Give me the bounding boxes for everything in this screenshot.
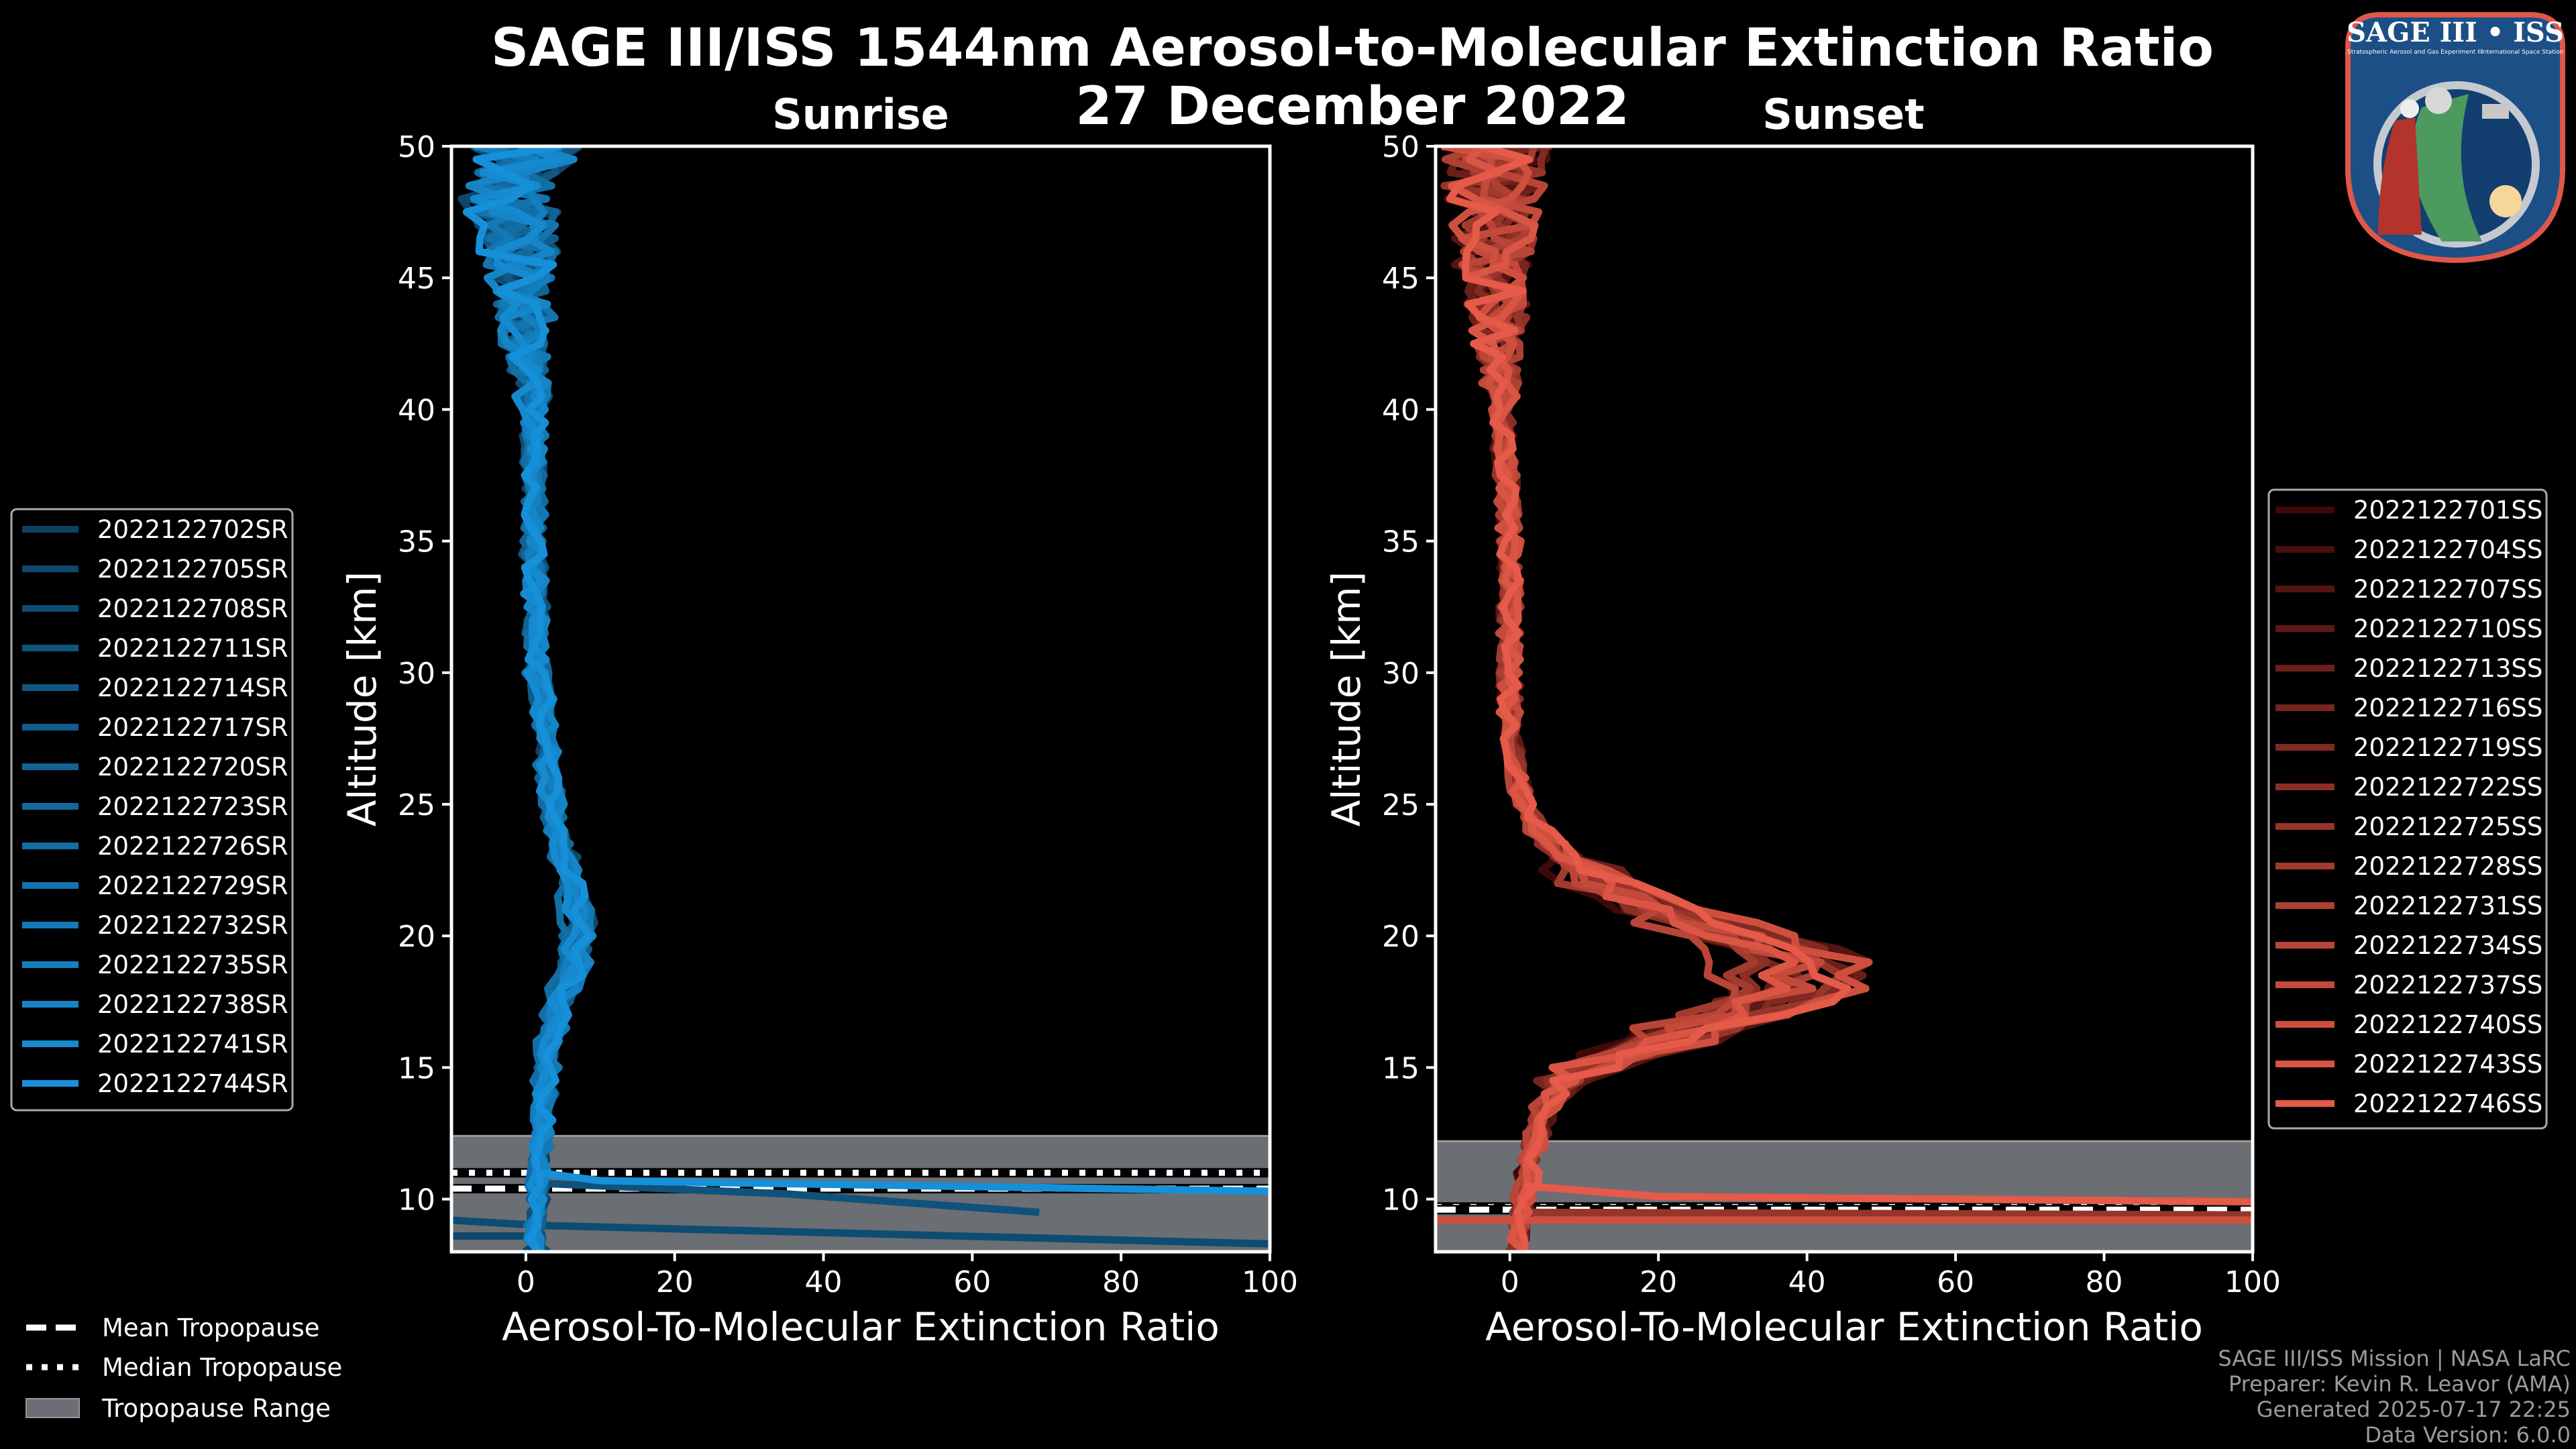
legend-label: 2022122702SR [97, 515, 288, 544]
legend-label: 2022122741SR [97, 1030, 288, 1059]
y-tick-label: 20 [398, 920, 435, 954]
legend-label: 2022122719SS [2353, 733, 2542, 762]
svg-text:SAGE III • ISS: SAGE III • ISS [2347, 17, 2564, 48]
y-tick-label: 45 [1382, 262, 1419, 296]
y-tick-label: 25 [398, 788, 435, 822]
y-tick-label: 35 [1382, 525, 1419, 559]
sage-iii-iss-logo: SAGE III • ISS Stratospheric Aerosol and… [2345, 12, 2565, 264]
x-tick-label: 0 [1501, 1265, 1519, 1299]
y-tick-label: 15 [398, 1051, 435, 1085]
sunrise-panel: 0 20 40 60 80 100 10 15 20 25 30 35 40 45 50 [398, 130, 1298, 1299]
y-tick-label: 40 [1382, 393, 1419, 427]
legend-label: 2022122707SS [2353, 575, 2542, 604]
legend-label: 2022122711SR [97, 634, 288, 663]
figure-title: SAGE III/ISS 1544nm Aerosol-to-Molecular… [491, 18, 2214, 78]
x-tick-label: 20 [656, 1265, 694, 1299]
plot-area [451, 146, 1270, 1252]
y-tick-label: 30 [1382, 657, 1419, 691]
legend-label: 2022122704SS [2353, 535, 2542, 564]
x-tick-label: 100 [1242, 1265, 1298, 1299]
y-axis-label-sunrise: Altitude [km] [339, 572, 385, 826]
legend-label: 2022122728SS [2353, 852, 2542, 881]
profile-excursion-2022122711SR [540, 1179, 1040, 1216]
x-tick-label: 0 [517, 1265, 535, 1299]
legend-label: 2022122726SR [97, 832, 288, 861]
mean-tropopause-label: Mean Tropopause [102, 1313, 320, 1342]
tropopause-range-swatch [25, 1398, 80, 1418]
legend-label: 2022122737SS [2353, 971, 2542, 1000]
y-tick-label: 50 [1382, 130, 1419, 164]
profile-excursion-2022122746SS [1524, 1182, 2253, 1205]
y-tick-label: 20 [1382, 920, 1419, 954]
tropopause-range-label: Tropopause Range [101, 1394, 331, 1423]
x-tick-label: 60 [953, 1265, 991, 1299]
profile-line-2022122744SR [462, 146, 594, 1252]
profile-excursion-2022122725SS [1524, 1208, 2253, 1219]
plot-content [451, 146, 1270, 1252]
y-tick-label: 35 [398, 525, 435, 559]
y-tick-label: 10 [1382, 1183, 1419, 1218]
x-axis-label-sunrise: Aerosol-To-Molecular Extinction Ratio [502, 1304, 1220, 1350]
footer-preparer: Preparer: Kevin R. Leavor (AMA) [2229, 1371, 2571, 1397]
legend-label: 2022122746SS [2353, 1089, 2542, 1118]
legend-label: 2022122743SS [2353, 1050, 2542, 1079]
legend-label: 2022122729SR [97, 871, 288, 900]
legend-label: 2022122717SR [97, 713, 288, 742]
x-tick-label: 20 [1640, 1265, 1677, 1299]
sunset-legend: 2022122701SS 2022122704SS 2022122707SS 2022… [2267, 488, 2548, 1130]
sunset-panel: 0 20 40 60 80 100 10 15 20 25 30 35 40 45 50 [1382, 130, 2281, 1299]
y-tick-label: 30 [398, 657, 435, 691]
y-tick-label: 10 [398, 1183, 435, 1218]
legend-label: 2022122716SS [2353, 694, 2542, 722]
legend-label: 2022122744SR [97, 1069, 288, 1098]
footer-mission: SAGE III/ISS Mission | NASA LaRC [2218, 1346, 2571, 1371]
panel-title-sunrise: Sunrise [772, 90, 949, 139]
sunrise-legend: 2022122702SR 2022122705SR 2022122708SR 2022… [10, 508, 294, 1112]
legend-label: 2022122714SR [97, 674, 288, 702]
x-tick-label: 60 [1937, 1265, 1974, 1299]
panel-title-sunset: Sunset [1762, 90, 1925, 139]
x-tick-label: 100 [2224, 1265, 2281, 1299]
y-tick-label: 50 [398, 130, 435, 164]
profile-excursion-2022122744SR [540, 1169, 1270, 1195]
y-tick-label: 40 [398, 393, 435, 427]
y-tick-label: 25 [1382, 788, 1419, 822]
profile-line-2022122746SS [1446, 146, 1851, 1252]
legend-label: 2022122713SS [2353, 654, 2542, 683]
legend-label: 2022122705SR [97, 555, 288, 584]
legend-label: 2022122725SS [2353, 812, 2542, 841]
x-tick-label: 40 [805, 1265, 843, 1299]
legend-label: 2022122735SR [97, 951, 288, 979]
tropopause-legend: Mean Tropopause Median Tropopause Tropop… [25, 1313, 342, 1423]
median-tropopause-label: Median Tropopause [102, 1353, 342, 1382]
footer-data-version: Data Version: 6.0.0 [2365, 1422, 2571, 1448]
x-tick-label: 40 [1788, 1265, 1826, 1299]
legend-label: 2022122740SS [2353, 1010, 2542, 1039]
legend-label: 2022122734SS [2353, 931, 2542, 960]
profile-line-2022122743SS [1447, 146, 1799, 1252]
legend-label: 2022122722SS [2353, 773, 2542, 802]
plot-frame [449, 144, 1272, 1254]
legend-label: 2022122720SR [97, 753, 288, 782]
figure-date: 27 December 2022 [1075, 76, 1629, 137]
legend-label: 2022122732SR [97, 911, 288, 940]
legend-label: 2022122708SR [97, 594, 288, 623]
legend-label: 2022122701SS [2353, 496, 2542, 525]
x-axis-label-sunset: Aerosol-To-Molecular Extinction Ratio [1485, 1304, 2203, 1350]
svg-text:International Space Station: International Space Station [2481, 49, 2564, 56]
legend-label: 2022122731SS [2353, 892, 2542, 920]
plot-content [1436, 146, 2253, 1252]
legend-label: 2022122738SR [97, 990, 288, 1019]
svg-text:Stratospheric Aerosol and Gas: Stratospheric Aerosol and Gas Experiment… [2347, 49, 2483, 56]
y-tick-label: 45 [398, 262, 435, 296]
y-tick-label: 15 [1382, 1051, 1419, 1085]
y-axis-label-sunset: Altitude [km] [1324, 572, 1369, 826]
legend-label: 2022122723SR [97, 792, 288, 821]
x-tick-label: 80 [2086, 1265, 2123, 1299]
plot-frame [1434, 144, 2255, 1254]
legend-label: 2022122710SS [2353, 614, 2542, 643]
x-tick-label: 80 [1102, 1265, 1140, 1299]
footer-generated: Generated 2025-07-17 22:25 [2257, 1397, 2571, 1422]
